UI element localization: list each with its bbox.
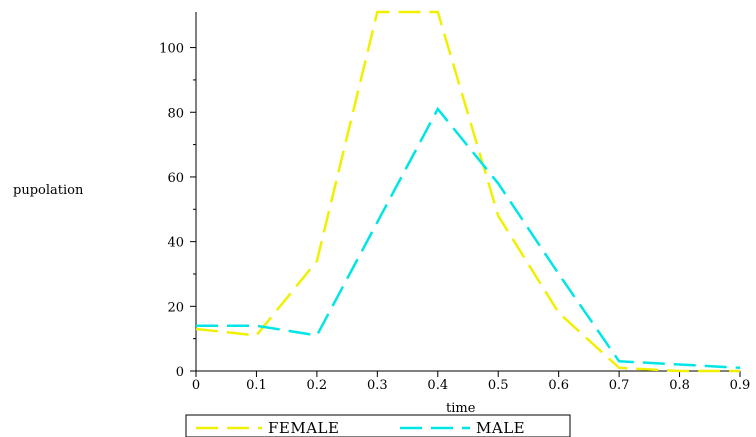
x-tick-label: 0.8	[669, 378, 690, 393]
plot-area: 0 20 40 60 80 100 0 0.1 0.2 0.3 0.4 0.5 0.6 0.7 0.8 0.…	[159, 10, 750, 393]
series-line-male	[196, 106, 741, 370]
y-ticks: 0 20 40 60 80 100	[159, 42, 196, 380]
series-lines	[195, 10, 741, 373]
y-tick-label: 0	[176, 365, 184, 380]
x-tick-label: 0.5	[488, 378, 509, 393]
legend-label-male: MALE	[476, 419, 525, 437]
x-tick-label: 0.9	[730, 378, 751, 393]
legend: FEMALE MALE	[185, 414, 571, 437]
x-axis-title: time	[446, 401, 476, 416]
x-tick-label: 0.6	[548, 378, 569, 393]
x-ticks: 0 0.1 0.2 0.3 0.4 0.5 0.6 0.7 0.8 0.9	[192, 371, 750, 393]
x-tick-label: 0	[192, 378, 200, 393]
x-tick-label: 0.3	[367, 378, 388, 393]
y-axis-title: pupolation	[13, 183, 84, 198]
y-tick-label: 40	[167, 236, 184, 251]
legend-label-female: FEMALE	[268, 419, 339, 437]
x-tick-label: 0.1	[246, 378, 267, 393]
y-tick-label: 60	[167, 171, 184, 186]
y-tick-label: 20	[167, 300, 184, 315]
x-tick-label: 0.2	[307, 378, 328, 393]
y-tick-label: 80	[167, 106, 184, 121]
y-tick-label: 100	[159, 42, 184, 57]
legend-box	[185, 414, 571, 437]
x-tick-label: 0.7	[609, 378, 630, 393]
x-tick-label: 0.4	[427, 378, 448, 393]
series-line-female	[195, 10, 740, 373]
